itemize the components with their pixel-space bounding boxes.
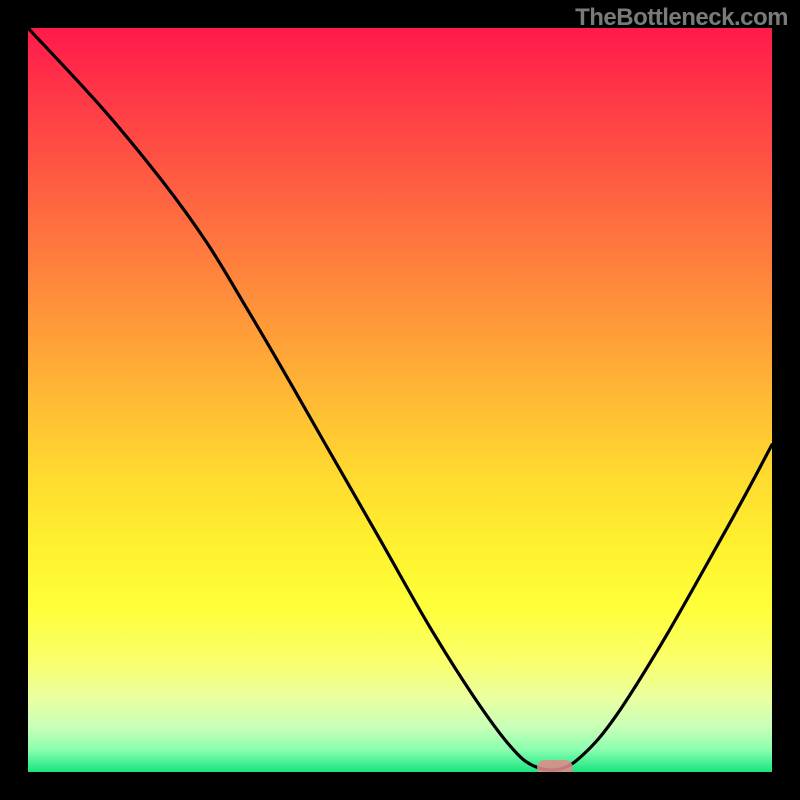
optimal-marker [537,760,573,772]
bottleneck-curve [28,28,772,772]
watermark-text: TheBottleneck.com [575,4,788,32]
chart-container: TheBottleneck.com [0,0,800,800]
plot-area [28,28,772,772]
